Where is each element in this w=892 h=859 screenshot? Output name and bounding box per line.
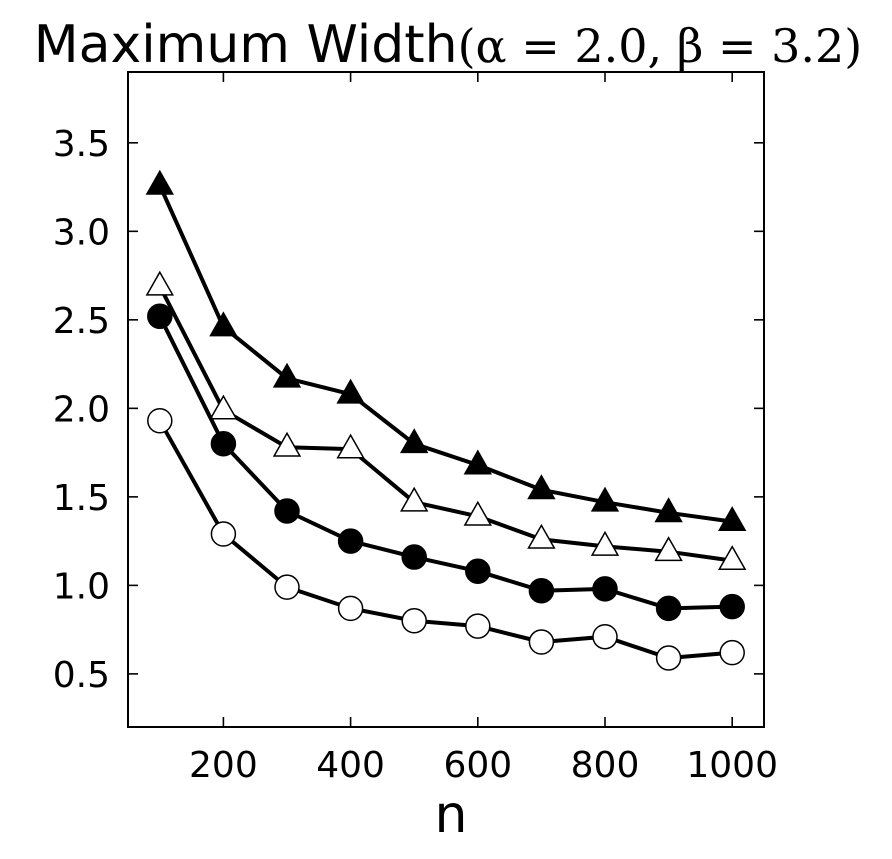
series-2-point: [336, 433, 365, 459]
y-tick-label: 0.5: [53, 655, 110, 696]
y-tick-label: 3.5: [53, 124, 110, 165]
series-3-line: [158, 315, 733, 611]
series-1-point: [463, 449, 492, 475]
series-4-point: [210, 521, 237, 547]
series-3-point: [274, 498, 300, 524]
series-1-point: [718, 506, 747, 532]
series-3-point: [719, 593, 745, 620]
y-tick-label: 3.0: [53, 212, 110, 253]
series-1-line: [157, 184, 733, 524]
series-4-point: [274, 574, 300, 600]
series-2-point: [590, 530, 620, 556]
series-4-point: [719, 639, 745, 666]
y-tick-label: 2.0: [53, 389, 110, 430]
series-1-point: [209, 311, 238, 337]
series-1: [145, 169, 747, 532]
series-1-point: [336, 378, 365, 404]
x-tick-label: 1000: [686, 745, 778, 786]
series-4-point: [337, 595, 364, 622]
series-4-point: [465, 613, 491, 639]
y-tick-label: 2.5: [53, 301, 110, 342]
series-2-point: [209, 394, 238, 420]
series-2-point: [145, 270, 174, 296]
series-1-point: [272, 362, 302, 388]
x-tick-label: 400: [316, 745, 385, 786]
x-tick-label: 800: [571, 745, 640, 786]
series-2-point: [400, 486, 429, 512]
series-1-point: [400, 428, 429, 454]
series-4-point: [401, 608, 427, 634]
series-2: [145, 270, 747, 571]
x-axis-label: n: [435, 785, 468, 845]
series-4-line: [158, 419, 733, 660]
chart-title-params: (α = 2.0, β = 3.2): [458, 19, 863, 73]
series-3-point: [592, 576, 618, 602]
series-2-point: [654, 536, 683, 562]
series-4-point: [528, 629, 555, 655]
series-3-point: [401, 544, 427, 570]
series-3-point: [465, 558, 491, 584]
x-tick-label: 200: [189, 745, 258, 786]
series-2-point: [718, 545, 747, 571]
plot-frame: [127, 71, 765, 728]
series-2-point: [527, 523, 556, 549]
y-tick-label: 1.0: [53, 566, 110, 607]
series-3-point: [337, 528, 364, 554]
x-tick-label: 600: [443, 745, 512, 786]
plot-area: 0.5 1.0 1.5 2.0 2.5 3.0 3.5 200 400 600 800 1000: [53, 71, 778, 786]
chart-title-text: Maximum Width: [34, 15, 458, 75]
series-4-point: [147, 407, 173, 434]
series-2-point: [272, 431, 302, 457]
y-tick-label: 1.5: [53, 478, 110, 519]
series-1-point: [590, 486, 620, 512]
chart-title: Maximum Width(α = 2.0, β = 3.2): [34, 15, 863, 75]
series-4-point: [655, 645, 682, 671]
series-3-point: [528, 577, 555, 604]
series-3-point: [655, 595, 682, 622]
series-1-point: [654, 497, 683, 523]
series-2-point: [463, 500, 492, 526]
series-3-point: [147, 303, 173, 330]
series-2-line: [158, 285, 733, 563]
series-1-point: [527, 474, 556, 500]
series-3: [147, 303, 745, 622]
series-1-point: [145, 169, 174, 195]
series-4: [147, 407, 745, 671]
series-4-point: [592, 623, 618, 650]
series-3-point: [210, 431, 237, 457]
